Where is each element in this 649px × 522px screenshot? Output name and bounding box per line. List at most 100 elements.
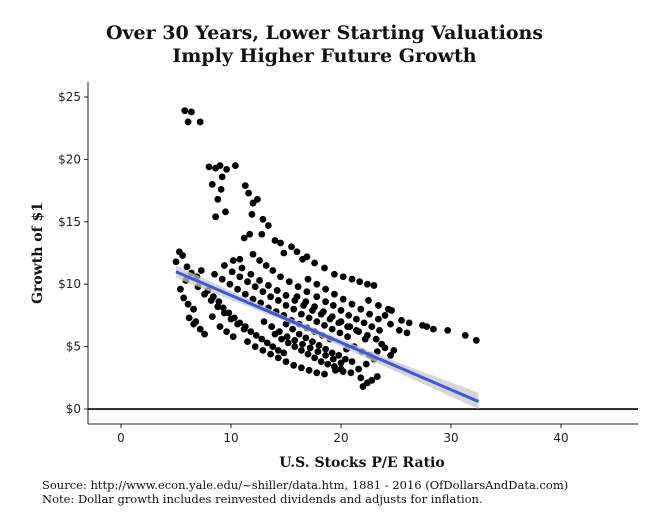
data-point [180, 294, 188, 302]
data-point [196, 118, 204, 126]
data-point [241, 290, 249, 298]
data-point [246, 230, 254, 238]
data-point [240, 325, 248, 333]
data-point [395, 326, 403, 334]
data-point [355, 328, 362, 336]
data-point [362, 360, 370, 368]
data-point [311, 354, 318, 362]
data-point [282, 320, 290, 328]
data-point [256, 277, 263, 284]
data-point [262, 262, 270, 269]
x-tick-label: 0 [117, 431, 125, 445]
data-point [388, 307, 395, 314]
data-point [254, 195, 261, 203]
data-point [190, 305, 198, 313]
x-tick-label: 40 [553, 431, 568, 445]
data-point [271, 237, 279, 244]
data-point [276, 328, 283, 336]
data-point [387, 320, 394, 328]
data-point [331, 270, 338, 278]
data-point [188, 108, 195, 116]
data-point [251, 343, 259, 351]
data-point [313, 369, 321, 377]
data-point [218, 173, 226, 181]
data-point [269, 343, 277, 351]
data-point [390, 346, 398, 354]
data-point [322, 345, 329, 353]
data-point [229, 333, 237, 341]
data-point [305, 366, 313, 374]
data-point [244, 278, 251, 286]
data-point [311, 259, 318, 267]
data-point [223, 165, 231, 173]
data-point [211, 270, 218, 278]
data-point [216, 323, 224, 331]
data-point [405, 319, 413, 327]
data-point [378, 340, 386, 348]
data-point [269, 267, 277, 274]
data-point [303, 288, 311, 296]
data-point [365, 297, 372, 304]
data-point [274, 297, 282, 304]
data-point [357, 305, 365, 313]
data-point [324, 360, 332, 368]
data-point [304, 275, 312, 283]
data-point [357, 374, 365, 382]
data-point [282, 358, 290, 365]
data-point [221, 262, 228, 269]
data-point [284, 339, 292, 347]
data-point [181, 107, 189, 115]
data-point [332, 366, 339, 374]
data-point [299, 340, 306, 348]
x-tick-label: 20 [333, 431, 348, 445]
x-tick-label: 10 [223, 431, 238, 445]
chart-title-line-2: Imply Higher Future Growth [172, 45, 477, 67]
data-point [192, 318, 200, 326]
data-point [248, 210, 256, 218]
data-point [280, 249, 288, 257]
data-point [295, 330, 303, 338]
chart-title-line-1: Over 30 Years, Lower Starting Valuations [105, 22, 544, 44]
data-point [172, 258, 180, 266]
data-point [184, 300, 192, 308]
data-point [277, 239, 284, 247]
data-point [226, 280, 234, 288]
data-point [322, 285, 329, 293]
data-point [337, 359, 345, 367]
data-point [247, 328, 255, 336]
data-point [321, 370, 328, 378]
data-point [201, 290, 209, 298]
data-point [372, 335, 380, 343]
data-point [183, 263, 191, 271]
data-point [256, 257, 263, 264]
data-point [302, 298, 310, 306]
data-point [184, 118, 192, 126]
data-point [217, 185, 225, 193]
data-point [321, 264, 328, 272]
data-point [364, 280, 371, 288]
data-point [339, 273, 347, 281]
data-point [329, 302, 337, 309]
data-point [247, 270, 255, 278]
data-point [313, 318, 321, 326]
footnote: Note: Dollar growth includes reinvested … [42, 492, 483, 506]
data-point [201, 330, 209, 338]
data-point [245, 189, 253, 197]
data-point [346, 323, 354, 331]
data-point [472, 336, 480, 344]
data-point [322, 298, 329, 306]
source-note: Source: http://www.econ.yale.edu/~shille… [42, 478, 569, 492]
data-point [265, 222, 272, 229]
data-point [368, 323, 376, 331]
data-point [285, 278, 293, 286]
data-point [252, 331, 260, 339]
data-point [273, 287, 281, 294]
data-point [258, 335, 266, 343]
data-point [218, 275, 226, 283]
data-point [376, 326, 383, 334]
y-tick-label: $10 [58, 277, 81, 291]
data-point [228, 268, 236, 276]
data-point [278, 335, 285, 343]
y-tick-label: $15 [58, 215, 81, 229]
data-point [328, 313, 336, 321]
